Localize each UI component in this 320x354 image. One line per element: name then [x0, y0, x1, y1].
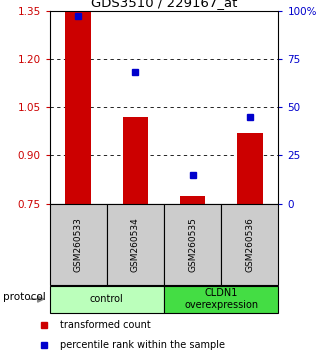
- Bar: [180, 195, 205, 204]
- Bar: [164, 204, 221, 285]
- Text: GSM260536: GSM260536: [245, 217, 254, 272]
- Text: control: control: [90, 294, 124, 304]
- Text: GSM260534: GSM260534: [131, 217, 140, 272]
- Text: GSM260533: GSM260533: [74, 217, 83, 272]
- Text: percentile rank within the sample: percentile rank within the sample: [60, 340, 225, 350]
- Bar: [123, 117, 148, 204]
- Title: GDS3510 / 229167_at: GDS3510 / 229167_at: [91, 0, 237, 10]
- Bar: [50, 204, 107, 285]
- Bar: [50, 286, 164, 313]
- Bar: [237, 133, 263, 204]
- Bar: [65, 12, 91, 204]
- Bar: [107, 204, 164, 285]
- Bar: [164, 286, 278, 313]
- Text: GSM260535: GSM260535: [188, 217, 197, 272]
- Text: protocol: protocol: [3, 292, 46, 302]
- Text: CLDN1
overexpression: CLDN1 overexpression: [184, 288, 258, 310]
- Text: transformed count: transformed count: [60, 320, 150, 330]
- Bar: [221, 204, 278, 285]
